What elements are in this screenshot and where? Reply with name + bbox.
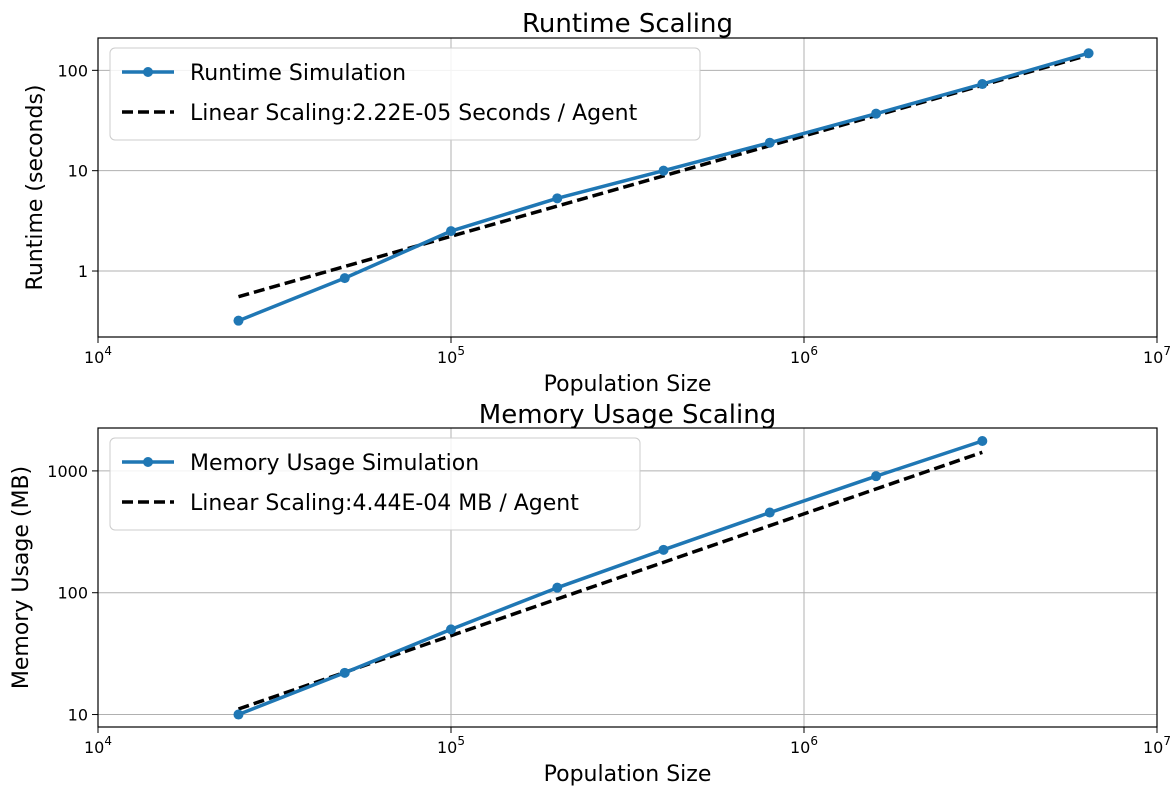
y-tick-label: 100 — [57, 61, 88, 80]
legend-swatch-marker — [143, 67, 153, 77]
chart-panel-2: Memory Usage Scaling 104 105 106 107 10 100 100… — [9, 400, 1171, 787]
legend-box — [109, 47, 701, 141]
y-tick-label: 1000 — [47, 462, 88, 481]
data-point — [764, 137, 775, 148]
data-point — [233, 315, 244, 326]
data-point — [764, 507, 775, 518]
chart-title: Memory Usage Scaling — [479, 400, 776, 430]
x-tick-label: 106 — [790, 344, 818, 367]
x-axis-label: Population Size — [544, 372, 712, 397]
x-tick-label: 107 — [1143, 344, 1171, 367]
data-point — [446, 226, 456, 237]
data-point — [871, 471, 882, 482]
y-tick-label: 100 — [57, 584, 88, 603]
x-tick-label: 107 — [1143, 734, 1171, 757]
legend: Runtime Simulation Linear Scaling:2.22E-0… — [109, 47, 701, 141]
data-point — [977, 435, 988, 446]
data-point — [871, 108, 882, 119]
legend-label: Runtime Simulation — [190, 61, 406, 86]
data-point — [658, 165, 669, 176]
legend: Memory Usage Simulation Linear Scaling:4.… — [109, 437, 641, 531]
data-point — [552, 582, 563, 593]
legend-swatch-marker — [143, 457, 153, 467]
legend-label: Memory Usage Simulation — [190, 451, 479, 476]
y-axis-label: Memory Usage (MB) — [9, 466, 34, 689]
data-point — [446, 624, 456, 635]
legend-box — [109, 437, 641, 531]
y-tick-label: 10 — [68, 706, 88, 725]
legend-label: Linear Scaling:2.22E-05 Seconds / Agent — [190, 101, 638, 126]
x-tick-label: 105 — [437, 344, 465, 367]
chart-panel-1: Runtime Scaling 104 105 106 107 1 10 100 Populat… — [23, 9, 1171, 397]
data-point — [1083, 48, 1094, 59]
data-point — [658, 544, 669, 555]
plot-frame — [97, 37, 1158, 338]
y-tick-label: 1 — [78, 262, 88, 281]
series-line-simulation — [237, 439, 983, 717]
x-tick-label: 105 — [437, 734, 465, 757]
plot-frame — [97, 427, 1158, 728]
data-point — [339, 273, 350, 284]
x-tick-label: 104 — [84, 344, 112, 367]
data-point — [552, 193, 563, 204]
x-axis-label: Population Size — [544, 762, 712, 787]
y-axis-label: Runtime (seconds) — [23, 85, 48, 291]
y-tick-label: 10 — [68, 162, 88, 181]
data-point — [977, 79, 988, 90]
data-point — [339, 667, 350, 678]
data-point — [233, 709, 244, 720]
x-tick-label: 106 — [790, 734, 818, 757]
chart-title: Runtime Scaling — [522, 9, 733, 39]
x-tick-label: 104 — [84, 734, 112, 757]
legend-label: Linear Scaling:4.44E-04 MB / Agent — [190, 491, 579, 516]
